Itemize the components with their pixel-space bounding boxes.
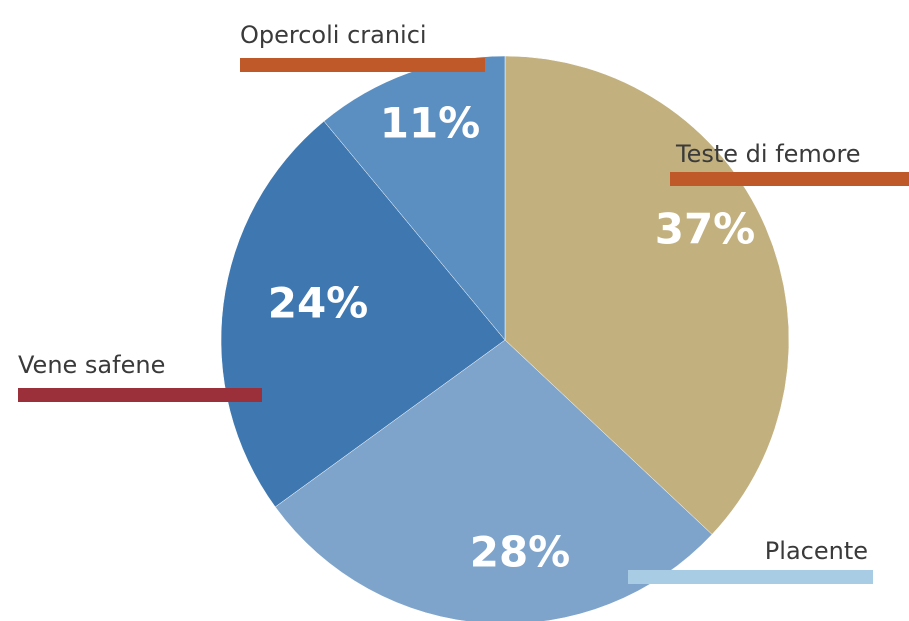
category-label: Placente: [765, 537, 868, 565]
legend-bar: [240, 58, 485, 72]
page: {"chart_data": {"type": "pie", "categori…: [0, 0, 909, 621]
category-label: Opercoli cranici: [240, 21, 427, 49]
value-label: 24%: [268, 279, 369, 328]
legend-bar: [670, 172, 909, 186]
category-label: Vene safene: [18, 351, 165, 379]
chart: 37% 28% 24% 11% Teste di femore Placente Vene…: [0, 0, 909, 621]
value-label: 28%: [470, 528, 571, 577]
category-label: Teste di femore: [675, 140, 861, 168]
value-label: 11%: [380, 99, 481, 148]
value-label: 37%: [655, 205, 756, 254]
legend-bar: [18, 388, 262, 402]
legend-bar: [628, 570, 873, 584]
